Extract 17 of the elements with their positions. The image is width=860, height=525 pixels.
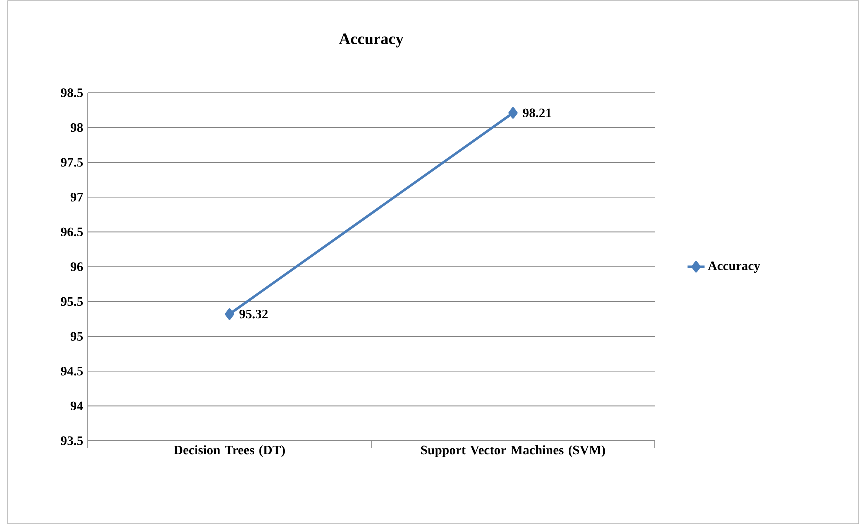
x-tick-label: Decision Trees (DT) — [174, 446, 286, 458]
y-tick-label: 96.5 — [61, 228, 84, 237]
chart-title: Accuracy — [339, 34, 404, 48]
x-tick-label: Support Vector Machines (SVM) — [421, 446, 606, 458]
y-tick-label: 97 — [70, 193, 84, 202]
y-tick-label: 93.5 — [61, 436, 84, 446]
y-tick-label: 96 — [70, 262, 84, 272]
y-tick-label: 97.5 — [61, 158, 84, 167]
y-tick-label: 94 — [70, 402, 84, 411]
y-tick-label: 95 — [70, 332, 84, 341]
data-label: 95.32 — [240, 310, 268, 319]
legend-label: Accuracy — [708, 262, 760, 274]
y-tick-label: 98.5 — [61, 88, 84, 98]
y-tick-label: 94.5 — [61, 367, 84, 376]
y-tick-label: 95.5 — [61, 297, 84, 306]
y-tick-label: 98 — [70, 123, 84, 132]
data-label: 98.21 — [523, 108, 552, 118]
